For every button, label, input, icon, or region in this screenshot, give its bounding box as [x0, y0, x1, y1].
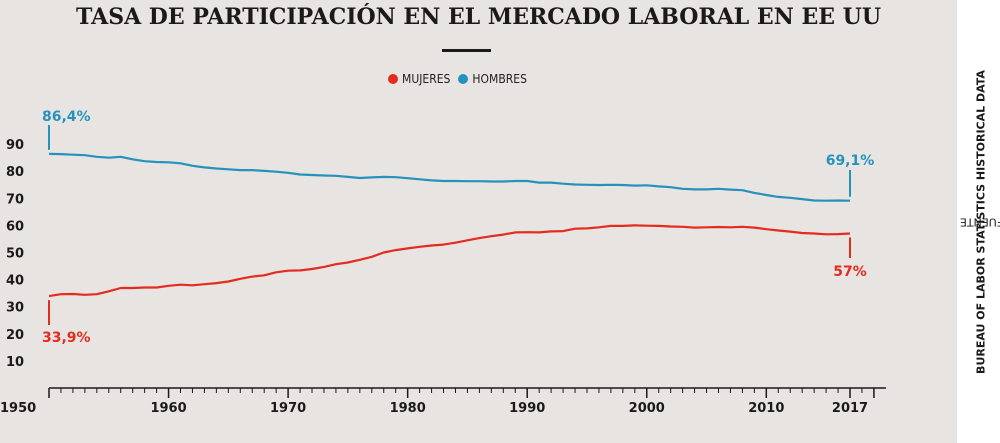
annotation-hombres-end: 69,1% — [826, 153, 875, 169]
y-tick-label: 40 — [6, 274, 24, 289]
y-tick-label: 20 — [6, 328, 24, 343]
x-tick-label: 1990 — [509, 401, 545, 416]
series-line-hombres — [48, 152, 851, 202]
legend-label-hombres: HOMBRES — [472, 72, 527, 86]
y-tick-label: 80 — [6, 165, 24, 180]
y-tick-label: 70 — [6, 192, 24, 207]
source-prefix: FUENTE — [959, 215, 1000, 229]
y-tick-label: 90 — [6, 138, 24, 153]
x-tick-label: 1950 — [0, 401, 36, 416]
x-tick-label: 2000 — [629, 401, 665, 416]
legend-item-hombres: HOMBRES — [458, 72, 527, 86]
plot-area: 10 20 30 40 50 60 70 80 90 1950 1960 1970 1980 1990 20… — [0, 109, 886, 416]
legend-item-mujeres: MUJERES — [388, 72, 450, 86]
x-tick-label: 2017 — [832, 401, 868, 416]
legend: MUJERES HOMBRES — [388, 72, 535, 86]
x-tick-label: 1960 — [150, 401, 186, 416]
y-tick-label: 50 — [6, 247, 24, 262]
annotation-hombres-start: 86,4% — [42, 109, 91, 125]
y-tick-label: 10 — [6, 355, 24, 370]
chart-title: TASA DE PARTICIPACIÓN EN EL MERCADO LABO… — [75, 4, 882, 30]
legend-swatch-hombres — [458, 74, 469, 84]
legend-label-mujeres: MUJERES — [402, 72, 451, 86]
x-tick-label: 2010 — [748, 401, 784, 416]
title-rule — [442, 49, 491, 52]
x-tick-label: 1980 — [390, 401, 426, 416]
annotation-mujeres-end: 57% — [833, 264, 867, 280]
annotation-mujeres-start: 33,9% — [42, 330, 91, 346]
x-tick-label: 1970 — [270, 401, 306, 416]
series-line-mujeres — [48, 224, 851, 298]
y-tick-label: 30 — [6, 301, 24, 316]
legend-swatch-mujeres — [388, 74, 398, 84]
source-note: FUENTE BUREAU OF LABOR STATISTICS HISTOR… — [959, 0, 1000, 443]
chart-panel: TASA DE PARTICIPACIÓN EN EL MERCADO LABO… — [0, 0, 957, 443]
y-tick-label: 60 — [6, 219, 24, 234]
